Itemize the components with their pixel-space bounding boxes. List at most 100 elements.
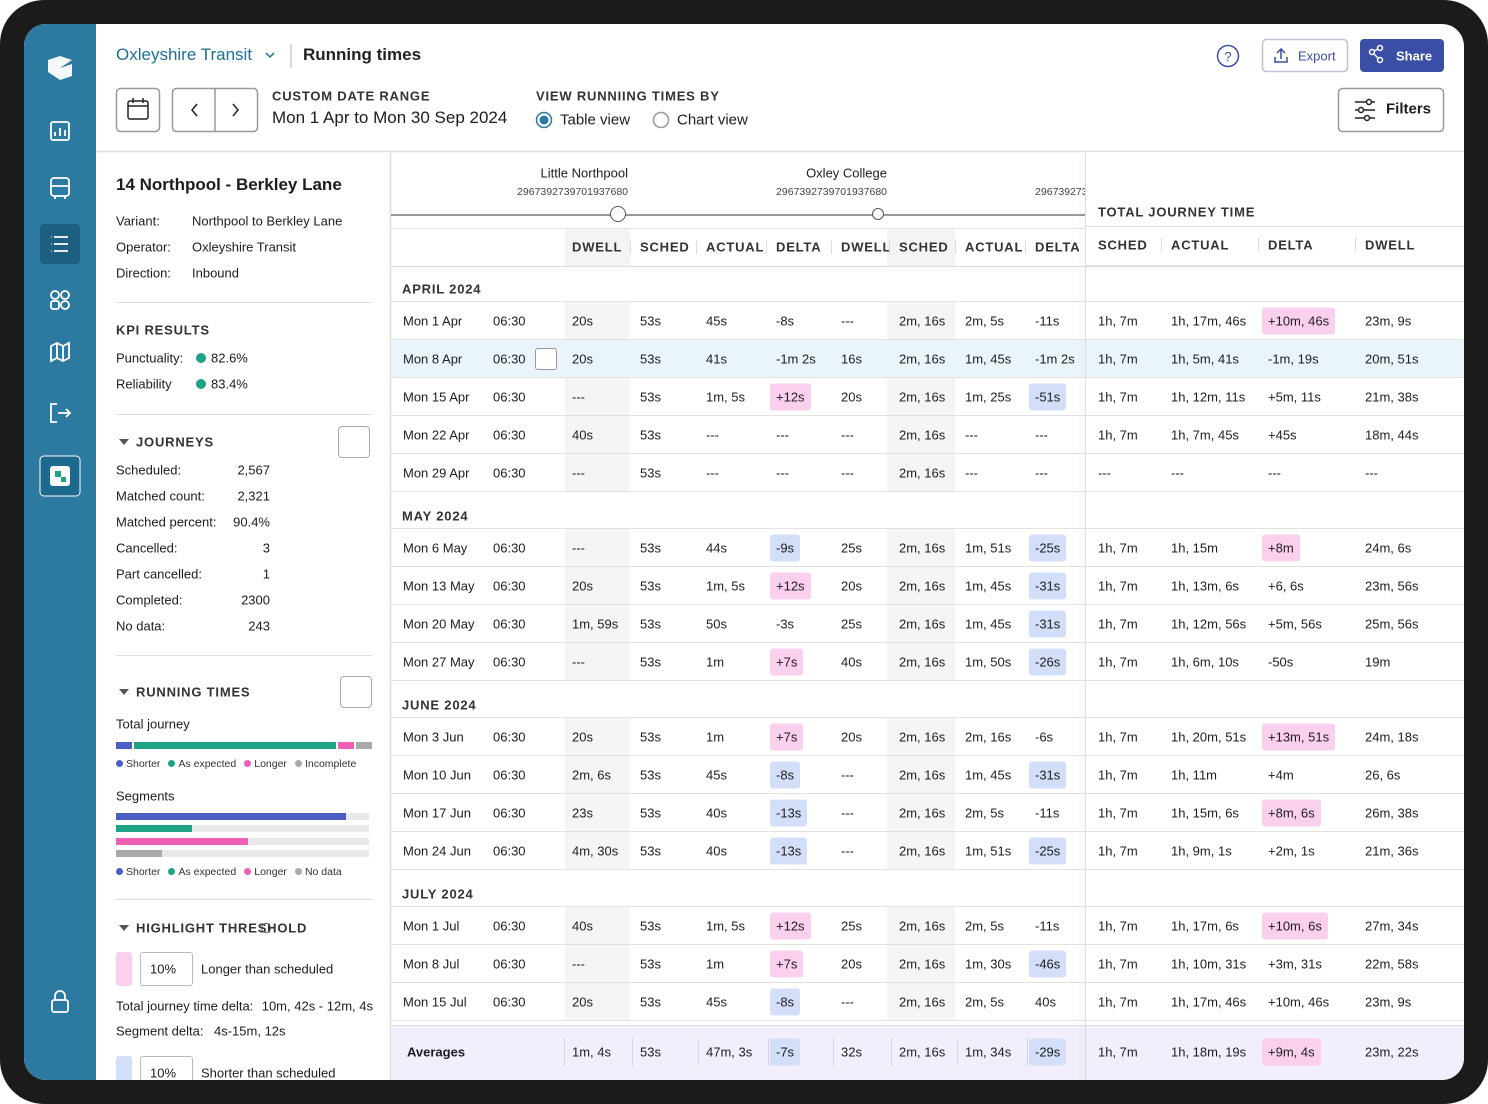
cell: +7s [770, 950, 804, 978]
cell: 23s [572, 805, 593, 821]
cell: 45s [706, 313, 727, 329]
cell: 1h, 6m, 10s [1171, 654, 1239, 670]
row-line [391, 906, 1464, 907]
row-line [391, 301, 1464, 302]
delta-label: Total journey time delta: [116, 998, 254, 1014]
cell: +10m, 46s [1268, 994, 1330, 1010]
cell: 20s [841, 729, 862, 745]
cell: 45s [706, 767, 727, 783]
bar-track [116, 825, 369, 832]
legend-item: Shorter [116, 758, 160, 770]
column-divider [955, 240, 956, 254]
cell: 1m, 30s [965, 956, 1012, 972]
selected-row [391, 340, 1464, 378]
shaded-column [887, 643, 955, 681]
row-line [391, 680, 1464, 681]
column-header: SCHED [1098, 237, 1148, 253]
column-divider [891, 1038, 892, 1066]
row-date: Mon 8 Jul [403, 956, 460, 972]
stat-label: Completed: [116, 592, 183, 608]
cell: 2m, 5s [965, 805, 1005, 821]
stat-label: Matched count: [116, 488, 205, 504]
shaded-column [565, 794, 630, 832]
cell: 2m, 16s [899, 918, 946, 934]
cell: 53s [640, 729, 661, 745]
cell: 1h, 17m, 46s [1171, 994, 1247, 1010]
month-heading: APRIL 2024 [402, 281, 482, 297]
cell: 16s [841, 351, 862, 367]
cell: 1h, 17m, 6s [1171, 918, 1239, 934]
row-date: Mon 15 Jul [403, 994, 467, 1010]
cell: 21m, 38s [1365, 389, 1419, 405]
stat-value: 1 [262, 566, 270, 582]
kpi-dot [196, 379, 206, 389]
cell: -1m, 19s [1268, 351, 1319, 367]
cell: 2m, 5s [965, 918, 1005, 934]
stop-name: Little Northpool [540, 165, 628, 181]
row-line [391, 528, 1464, 529]
filters-button: Filters [1386, 100, 1432, 118]
icon-button [340, 676, 372, 708]
cell: --- [572, 654, 585, 670]
cell: 40s [572, 918, 593, 934]
bar-fill [116, 813, 346, 820]
cell: +7s [770, 648, 804, 676]
column-header: ACTUAL [1171, 237, 1230, 253]
legend-text: Shorter [126, 866, 161, 878]
cell: 23m, 9s [1365, 313, 1412, 329]
row-date: Mon 10 Jun [403, 767, 471, 783]
row-date: Mon 20 May [403, 616, 475, 632]
column-divider [564, 1038, 565, 1066]
column-divider [1025, 240, 1026, 254]
cell: -9s [770, 534, 801, 562]
cell: +4m [1268, 767, 1294, 783]
chart-label: Total journey [116, 716, 190, 732]
stat-label: Scheduled: [116, 462, 182, 478]
info-value: Inbound [192, 265, 239, 281]
cell: 20s [572, 313, 593, 329]
cell: 47m, 3s [706, 1044, 753, 1060]
cell: 53s [640, 1044, 661, 1060]
row-date: Mon 8 Apr [403, 351, 463, 367]
cell: --- [1035, 465, 1048, 481]
column-divider [766, 240, 767, 254]
cell: --- [572, 540, 585, 556]
info-label: Direction: [116, 265, 171, 281]
cell: 2m, 5s [965, 994, 1005, 1010]
row-line [391, 944, 1464, 945]
cell: +12s [770, 572, 811, 600]
view-label: VIEW RUNNIING TIMES BY [536, 88, 720, 104]
cell: +5m, 56s [1268, 616, 1322, 632]
legend-text: As expected [178, 758, 237, 770]
column-divider [889, 240, 890, 254]
shaded-column [887, 454, 955, 492]
row-time: 06:30 [493, 767, 526, 783]
cell: 26, 6s [1365, 767, 1401, 783]
row-time: 06:30 [493, 465, 526, 481]
column-divider [630, 240, 631, 254]
cell: 44s [706, 540, 727, 556]
row-date: Mon 15 Apr [403, 389, 470, 405]
column-divider [1027, 1038, 1028, 1066]
cell: 24m, 18s [1365, 729, 1419, 745]
info-value: Northpool to Berkley Lane [192, 213, 343, 229]
cell: 40s [572, 427, 593, 443]
info-label: Variant: [116, 213, 160, 229]
row-date: Mon 22 Apr [403, 427, 470, 443]
threshold-value: 10% [150, 1065, 177, 1081]
cell: 1h, 7m [1098, 351, 1138, 367]
kpi-value: 83.4% [211, 376, 248, 392]
cell: -1m 2s [776, 351, 816, 367]
row-time: 06:30 [493, 805, 526, 821]
shaded-column [887, 907, 955, 945]
cell: 45s [706, 994, 727, 1010]
row-time: 06:30 [493, 994, 526, 1010]
cell: -8s [770, 988, 801, 1016]
cell: 32s [841, 1044, 862, 1060]
row-line [391, 566, 1464, 567]
cell: 53s [640, 767, 661, 783]
cell: 21m, 36s [1365, 843, 1419, 859]
cell: 1h, 7m [1098, 313, 1138, 329]
page-title: Running times [303, 45, 422, 64]
row-date: Mon 29 Apr [403, 465, 470, 481]
